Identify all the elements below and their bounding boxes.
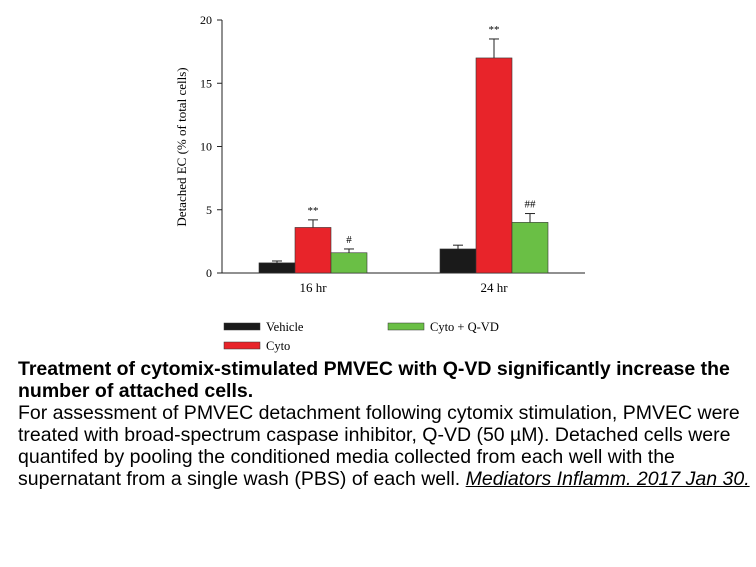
x-axis: 16 hr 24 hr [222, 272, 585, 295]
legend-label: Vehicle [266, 320, 304, 334]
caption-body: For assessment of PMVEC detachment follo… [18, 402, 754, 490]
legend-swatch [223, 322, 261, 331]
y-tick-label: 20 [200, 13, 212, 27]
legend-label: Cyto + Q-VD [430, 320, 499, 334]
bar [511, 222, 549, 274]
y-tick-label: 15 [200, 76, 212, 90]
legend-swatch [387, 322, 425, 331]
bar [294, 227, 332, 274]
y-tick-label: 0 [206, 266, 212, 280]
y-axis: 0 5 10 15 20 [200, 13, 223, 280]
bar [258, 262, 296, 274]
figure-caption: Treatment of cytomix-stimulated PMVEC wi… [18, 358, 754, 490]
x-tick-label: 16 hr [299, 280, 327, 295]
bar [439, 248, 477, 274]
y-axis-label: Detached EC (% of total cells) [174, 67, 189, 226]
caption-text: For assessment of PMVEC detachment follo… [18, 402, 740, 490]
y-tick-label: 5 [206, 203, 212, 217]
bars: ** # ** ## [258, 24, 549, 274]
legend: Vehicle Cyto Cyto + Q-VD [223, 320, 499, 353]
bar-chart: Detached EC (% of total cells) 05101520 … [174, 13, 585, 353]
significance-label: ** [489, 24, 500, 36]
significance-label: ## [525, 199, 537, 211]
significance-label: # [346, 234, 352, 246]
bar [475, 57, 513, 274]
bar [330, 252, 368, 274]
y-tick-label: 10 [200, 140, 212, 154]
legend-label: Cyto [266, 339, 290, 353]
legend-swatch [223, 341, 261, 350]
x-tick-label: 24 hr [480, 280, 508, 295]
citation-link[interactable]: Mediators Inflamm. 2017 Jan 30. [465, 468, 750, 490]
caption-title: Treatment of cytomix-stimulated PMVEC wi… [18, 358, 730, 402]
significance-label: ** [308, 205, 319, 217]
